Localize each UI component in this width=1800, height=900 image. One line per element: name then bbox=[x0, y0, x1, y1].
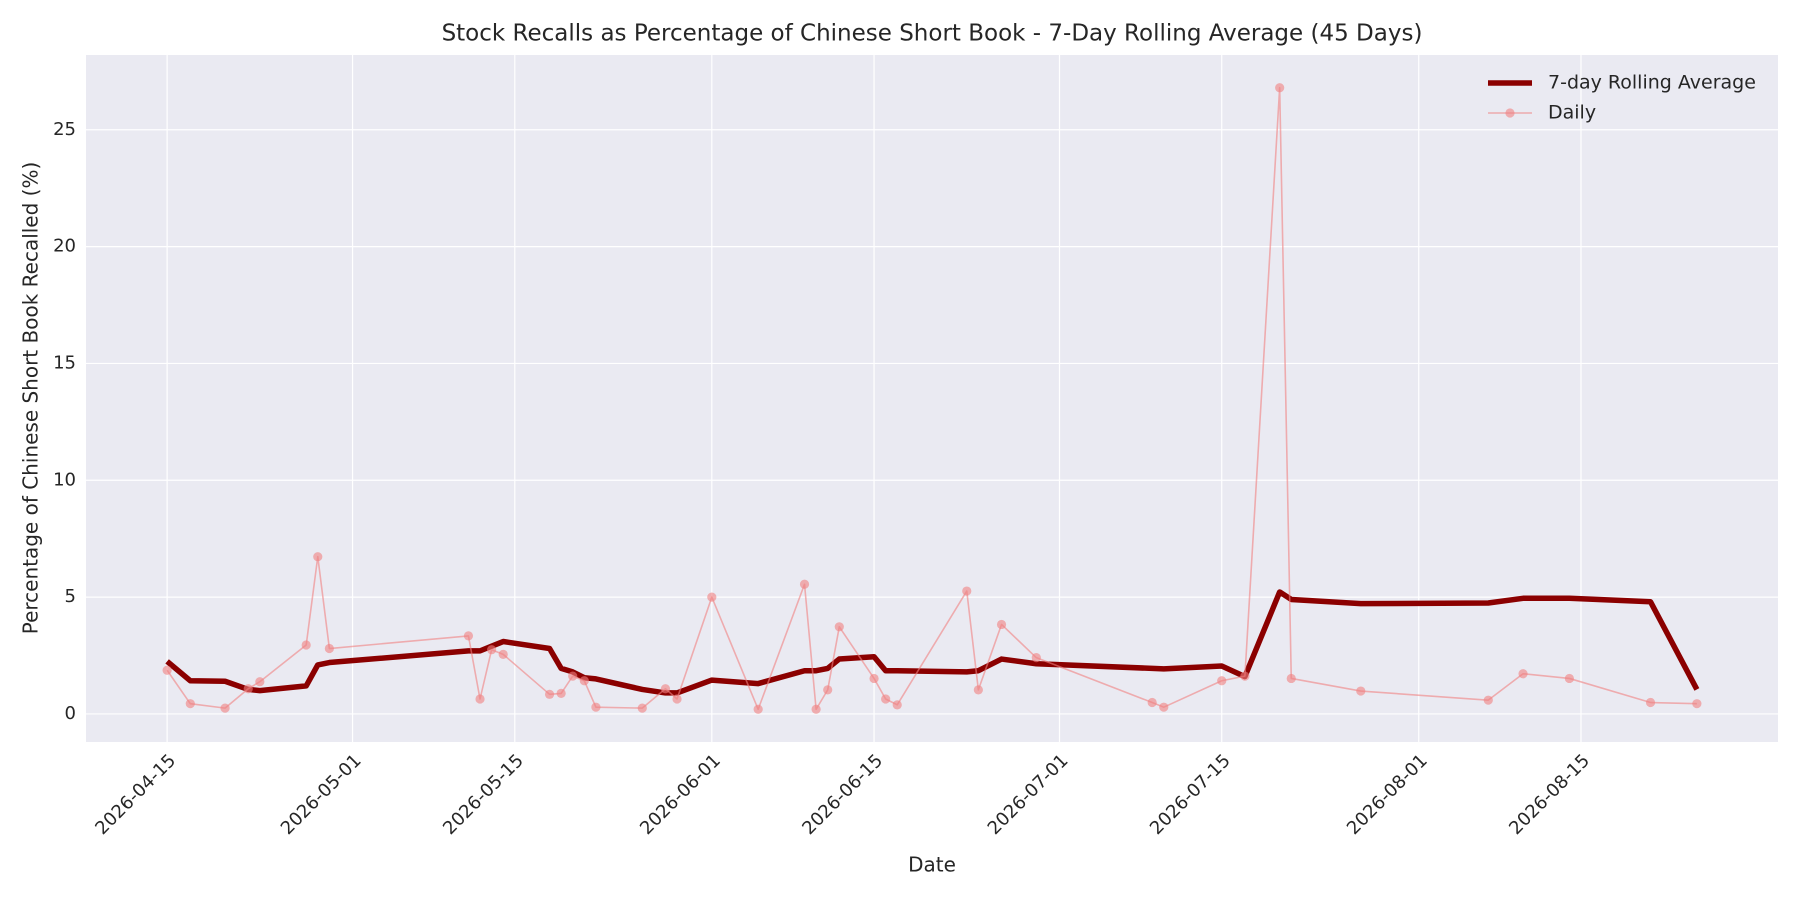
data-point bbox=[799, 579, 810, 589]
x-tick-label: 2026-07-01 bbox=[984, 750, 1073, 839]
chart-title: Stock Recalls as Percentage of Chinese S… bbox=[442, 21, 1423, 47]
data-point bbox=[1286, 673, 1296, 684]
data-point bbox=[162, 665, 172, 675]
x-tick-label: 2026-06-15 bbox=[798, 750, 887, 839]
legend-marker bbox=[1505, 108, 1515, 118]
x-axis-label: Date bbox=[908, 853, 956, 877]
data-point bbox=[1217, 676, 1227, 686]
data-point bbox=[637, 703, 647, 713]
data-point bbox=[660, 684, 671, 694]
data-point bbox=[243, 684, 253, 694]
data-point bbox=[568, 671, 578, 681]
x-tick-label: 2026-05-15 bbox=[439, 750, 528, 839]
legend-label: 7-day Rolling Average bbox=[1548, 72, 1756, 94]
x-tick-label: 2026-08-15 bbox=[1505, 750, 1594, 839]
legend-label: Daily bbox=[1548, 102, 1596, 124]
data-point bbox=[707, 592, 717, 602]
y-tick-label: 20 bbox=[53, 236, 76, 257]
y-tick-label: 5 bbox=[65, 586, 76, 607]
x-tick-label: 2026-07-15 bbox=[1146, 750, 1235, 839]
data-point bbox=[1645, 697, 1656, 708]
data-point bbox=[579, 676, 589, 686]
data-point bbox=[591, 702, 601, 712]
data-point bbox=[301, 640, 311, 650]
data-point bbox=[556, 688, 566, 698]
plot-area bbox=[86, 55, 1778, 742]
data-point bbox=[672, 694, 682, 704]
data-point bbox=[1356, 686, 1366, 696]
series-layer bbox=[162, 83, 1702, 714]
y-tick-label: 15 bbox=[53, 352, 76, 373]
data-point bbox=[996, 619, 1007, 630]
data-point bbox=[869, 673, 879, 684]
data-point bbox=[544, 689, 555, 699]
data-point bbox=[881, 694, 891, 704]
data-point bbox=[220, 703, 230, 713]
data-point bbox=[487, 645, 497, 655]
data-point bbox=[973, 685, 983, 695]
data-point bbox=[185, 699, 195, 709]
data-point bbox=[834, 622, 844, 632]
x-tick-label: 2026-06-01 bbox=[636, 750, 725, 839]
data-point bbox=[475, 694, 485, 704]
grid bbox=[86, 55, 1778, 742]
data-point bbox=[324, 643, 334, 654]
series-line bbox=[165, 589, 1700, 696]
data-point bbox=[313, 552, 323, 562]
data-point bbox=[1240, 671, 1250, 681]
data-point bbox=[823, 685, 833, 695]
data-point bbox=[498, 649, 508, 659]
data-point bbox=[1692, 699, 1702, 709]
y-tick-label: 0 bbox=[65, 703, 76, 724]
data-point bbox=[1275, 83, 1285, 93]
data-point bbox=[463, 631, 474, 641]
data-point bbox=[1518, 669, 1528, 679]
x-tick-label: 2026-05-01 bbox=[277, 750, 366, 839]
data-point bbox=[255, 677, 265, 687]
data-point bbox=[811, 704, 821, 714]
y-tick-label: 10 bbox=[53, 469, 76, 490]
x-tick-label: 2026-04-15 bbox=[91, 750, 180, 839]
x-tick-label: 2026-08-01 bbox=[1343, 750, 1432, 839]
data-point bbox=[892, 700, 902, 710]
data-point bbox=[1031, 653, 1041, 663]
data-point bbox=[1159, 702, 1169, 712]
y-axis-label: Percentage of Chinese Short Book Recalle… bbox=[19, 162, 43, 635]
data-point bbox=[1483, 695, 1493, 705]
legend: 7-day Rolling Average Daily bbox=[1488, 72, 1756, 124]
y-tick-label: 25 bbox=[53, 119, 76, 140]
data-point bbox=[1147, 697, 1157, 708]
data-point bbox=[962, 586, 972, 596]
data-point bbox=[753, 704, 763, 714]
data-point bbox=[1564, 673, 1574, 684]
